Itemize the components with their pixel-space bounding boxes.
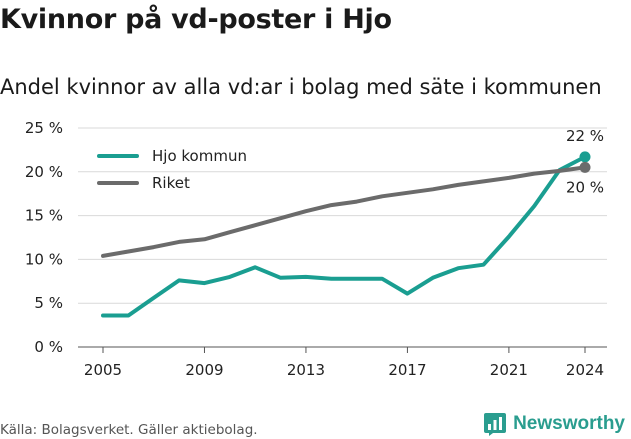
brand-name: Newsworthy: [513, 413, 625, 434]
y-tick-label: 15 %: [25, 207, 63, 225]
legend-label: Hjo kommun: [152, 147, 247, 165]
series-lines: 22 % 20 %: [101, 127, 604, 318]
series-line-riket: [101, 165, 587, 258]
brand-logo: Newsworthy: [483, 412, 625, 436]
series-line-hjo: [101, 154, 587, 318]
x-tick-label: 2013: [287, 361, 325, 379]
chart-subtitle: Andel kvinnor av alla vd:ar i bolag med …: [0, 75, 602, 99]
x-tick-label: 2021: [490, 361, 528, 379]
x-tick-label: 2017: [388, 361, 426, 379]
axes: 0 % 5 % 10 % 15 % 20 % 25 % 2005 2009 2013 2017 20…: [25, 119, 604, 379]
y-tick-label: 20 %: [25, 163, 63, 181]
legend: Hjo kommun Riket: [97, 147, 247, 192]
series-end-label: 22 %: [566, 127, 604, 145]
x-tick-label: 2024: [566, 361, 604, 379]
chart-title: Kvinnor på vd-poster i Hjo: [0, 4, 392, 35]
x-tick-label: 2005: [84, 361, 122, 379]
y-tick-label: 10 %: [25, 250, 63, 268]
series-end-label: 20 %: [566, 178, 604, 196]
y-tick-label: 5 %: [34, 294, 63, 312]
source-note: Källa: Bolagsverket. Gäller aktiebolag.: [0, 422, 258, 438]
grid-lines: [78, 127, 607, 348]
series-end-marker: [579, 161, 591, 173]
legend-label: Riket: [152, 174, 190, 192]
series-end-marker: [579, 151, 591, 163]
y-tick-label: 0 %: [34, 338, 63, 356]
newsworthy-logo-icon: [484, 413, 507, 436]
x-tick-label: 2009: [185, 361, 223, 379]
y-tick-label: 25 %: [25, 119, 63, 137]
